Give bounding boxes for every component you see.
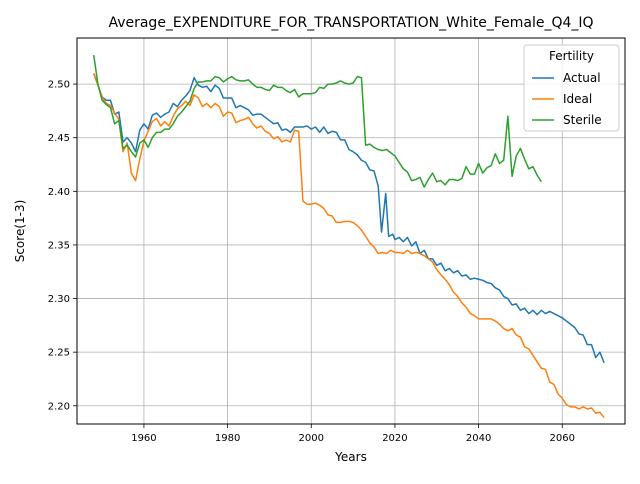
x-tick-label: 2020 bbox=[382, 433, 407, 444]
legend: Fertility Actual Ideal Sterile bbox=[523, 44, 620, 132]
y-axis-label: Score(1-3) bbox=[13, 200, 27, 263]
chart-title: Average_EXPENDITURE_FOR_TRANSPORTATION_W… bbox=[108, 15, 593, 31]
legend-label-ideal: Ideal bbox=[563, 92, 592, 106]
series-line-sterile bbox=[92, 55, 542, 188]
axis-ticks: 1960 1980 2000 2020 2040 2060 2.20 2.25 2.30 2.35… bbox=[48, 80, 575, 444]
legend-label-sterile: Sterile bbox=[563, 113, 602, 127]
y-tick-label: 2.50 bbox=[48, 80, 70, 91]
x-axis-label: Years bbox=[334, 450, 367, 464]
series-line-ideal bbox=[93, 73, 605, 419]
plot-frame bbox=[76, 37, 626, 425]
x-tick-label: 2000 bbox=[299, 433, 324, 444]
series-line-actual bbox=[93, 73, 605, 364]
legend-box bbox=[523, 44, 620, 132]
legend-items: Actual Ideal Sterile bbox=[532, 71, 602, 127]
series-lines bbox=[92, 55, 605, 419]
x-tick-label: 1980 bbox=[215, 433, 240, 444]
x-tick-label: 1960 bbox=[131, 433, 156, 444]
y-tick-label: 2.20 bbox=[48, 401, 70, 412]
legend-label-actual: Actual bbox=[563, 71, 601, 85]
y-tick-label: 2.45 bbox=[48, 133, 70, 144]
x-tick-label: 2040 bbox=[466, 433, 491, 444]
y-tick-label: 2.25 bbox=[48, 348, 70, 359]
y-tick-label: 2.30 bbox=[48, 294, 70, 305]
legend-title: Fertility bbox=[549, 49, 594, 63]
y-tick-label: 2.35 bbox=[48, 240, 70, 251]
y-tick-label: 2.40 bbox=[48, 187, 70, 198]
x-tick-label: 2060 bbox=[550, 433, 575, 444]
